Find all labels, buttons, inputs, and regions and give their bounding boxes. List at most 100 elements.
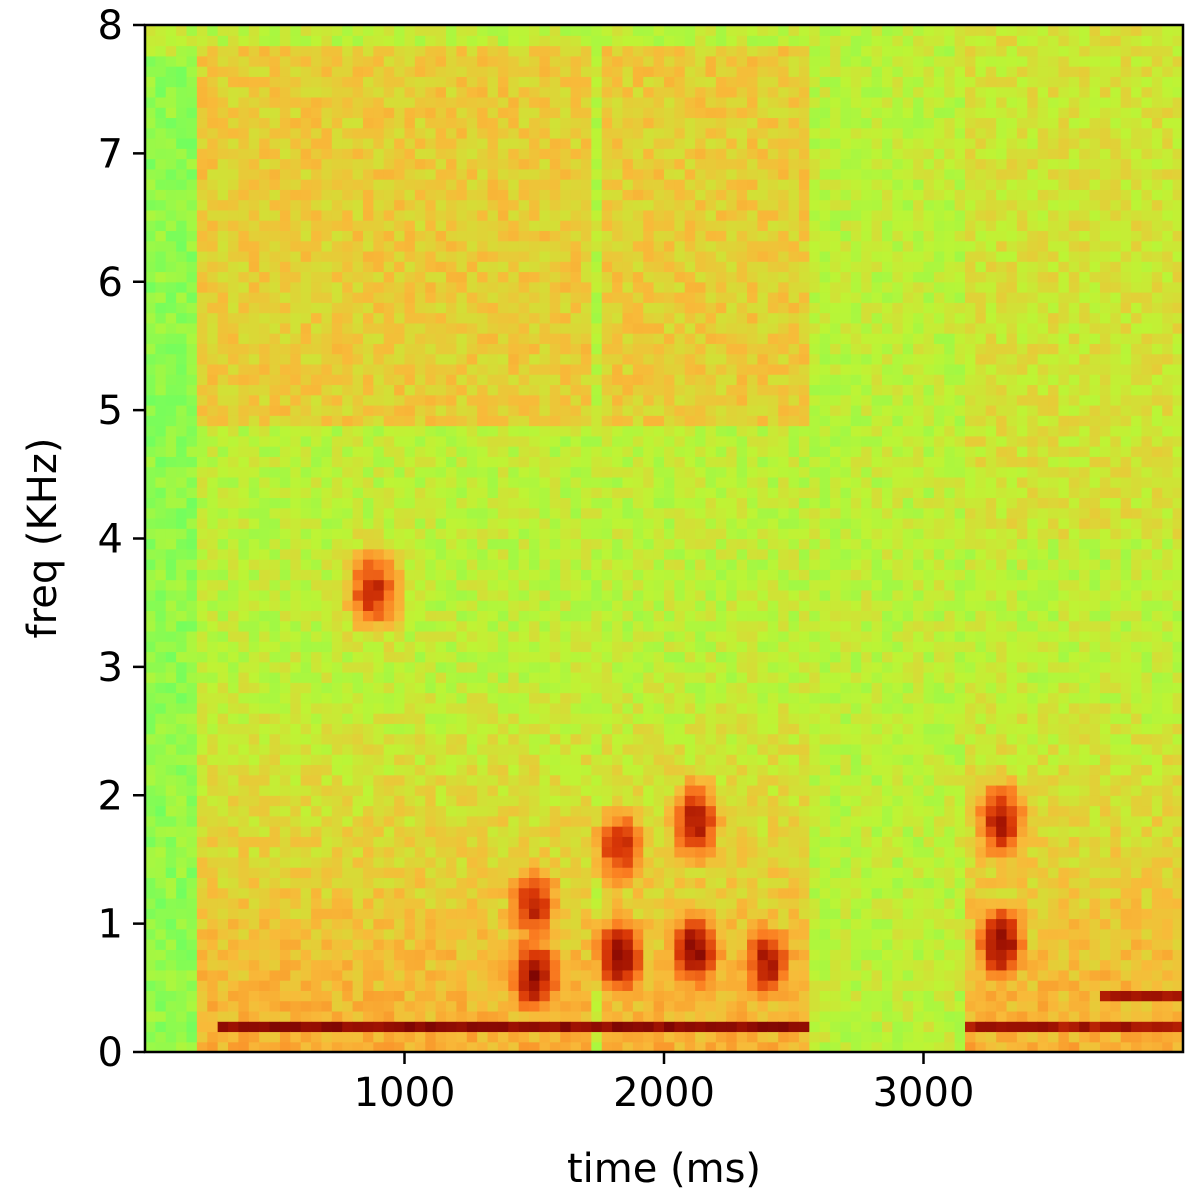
heatmap-cell xyxy=(508,425,520,437)
heatmap-cell xyxy=(362,928,374,940)
heatmap-cell xyxy=(248,292,260,303)
heatmap-cell xyxy=(404,158,416,170)
heatmap-cell xyxy=(632,795,644,807)
heatmap-cell xyxy=(601,117,613,129)
heatmap-cell xyxy=(456,240,468,252)
heatmap-cell xyxy=(238,928,250,940)
heatmap-cell xyxy=(570,209,582,221)
heatmap-cell xyxy=(456,353,468,365)
heatmap-cell xyxy=(228,25,240,36)
heatmap-cell xyxy=(155,579,167,591)
heatmap-cell xyxy=(186,980,198,991)
heatmap-cell xyxy=(612,949,624,961)
heatmap-cell xyxy=(362,589,374,601)
heatmap-cell xyxy=(165,702,177,714)
heatmap-cell xyxy=(207,918,219,930)
heatmap-cell xyxy=(549,446,561,457)
heatmap-cell xyxy=(321,928,333,940)
heatmap-cell xyxy=(269,55,281,67)
heatmap-cell xyxy=(653,887,665,899)
heatmap-cell xyxy=(425,199,437,211)
heatmap-cell xyxy=(591,990,603,1002)
heatmap-cell xyxy=(331,261,343,273)
heatmap-cell xyxy=(487,928,499,940)
heatmap-cell xyxy=(311,815,323,827)
heatmap-cell xyxy=(383,107,395,119)
heatmap-cell xyxy=(466,415,478,427)
heatmap-cell xyxy=(362,528,374,540)
heatmap-cell xyxy=(425,620,437,632)
heatmap-cell xyxy=(290,713,302,724)
heatmap-cell xyxy=(290,312,302,324)
heatmap-cell xyxy=(539,692,551,704)
heatmap-cell xyxy=(622,199,634,211)
heatmap-cell xyxy=(248,343,260,355)
heatmap-cell xyxy=(373,805,385,817)
heatmap-cell xyxy=(165,672,177,683)
heatmap-cell xyxy=(612,795,624,807)
heatmap-cell xyxy=(311,220,323,231)
heatmap-cell xyxy=(196,209,208,221)
heatmap-cell xyxy=(539,887,551,899)
heatmap-cell xyxy=(321,250,333,262)
heatmap-cell xyxy=(373,404,385,416)
heatmap-cell xyxy=(352,137,364,149)
heatmap-cell xyxy=(311,538,323,550)
heatmap-cell xyxy=(560,774,572,786)
heatmap-cell xyxy=(466,363,478,375)
heatmap-cell xyxy=(539,723,551,735)
heatmap-cell xyxy=(383,980,395,991)
heatmap-cell xyxy=(228,384,240,396)
heatmap-cell xyxy=(612,117,624,129)
heatmap-cell xyxy=(404,240,416,252)
heatmap-cell xyxy=(228,446,240,457)
heatmap-cell xyxy=(394,682,406,694)
heatmap-cell xyxy=(259,1000,271,1012)
heatmap-cell xyxy=(321,620,333,632)
heatmap-cell xyxy=(560,199,572,211)
heatmap-cell xyxy=(290,230,302,242)
heatmap-cell xyxy=(653,713,665,724)
heatmap-cell xyxy=(539,25,551,36)
heatmap-cell xyxy=(612,569,624,581)
heatmap-cell xyxy=(321,754,333,766)
heatmap-cell xyxy=(549,579,561,591)
heatmap-cell xyxy=(228,394,240,406)
heatmap-cell xyxy=(425,887,437,899)
heatmap-cell xyxy=(176,959,188,971)
heatmap-cell xyxy=(446,641,457,653)
heatmap-cell xyxy=(632,959,644,971)
heatmap-cell xyxy=(238,168,250,180)
heatmap-cell xyxy=(466,1031,478,1043)
heatmap-cell xyxy=(394,374,406,386)
heatmap-cell xyxy=(622,1010,634,1022)
heatmap-cell xyxy=(539,877,551,889)
heatmap-cell xyxy=(248,261,260,273)
heatmap-cell xyxy=(560,86,572,98)
heatmap-cell xyxy=(560,651,572,663)
heatmap-cell xyxy=(529,55,541,67)
heatmap-cell xyxy=(238,86,250,98)
heatmap-cell xyxy=(145,1041,156,1053)
heatmap-cell xyxy=(446,600,457,611)
heatmap-cell xyxy=(477,856,489,868)
heatmap-cell xyxy=(269,179,281,190)
heatmap-cell xyxy=(508,435,520,447)
heatmap-cell xyxy=(165,230,177,242)
heatmap-cell xyxy=(497,528,509,540)
heatmap-cell xyxy=(279,764,291,776)
heatmap-cell xyxy=(394,363,406,375)
heatmap-cell xyxy=(404,826,416,837)
heatmap-cell xyxy=(311,148,323,160)
heatmap-cell xyxy=(622,1031,634,1043)
heatmap-cell xyxy=(394,764,406,776)
heatmap-cell xyxy=(145,784,156,796)
heatmap-cell xyxy=(342,826,354,837)
heatmap-cell xyxy=(176,600,188,611)
heatmap-cell xyxy=(331,1021,343,1033)
heatmap-cell xyxy=(373,435,385,447)
heatmap-cell xyxy=(539,415,551,427)
heatmap-cell xyxy=(591,713,603,724)
heatmap-cell xyxy=(466,384,478,396)
heatmap-cell xyxy=(196,333,208,344)
